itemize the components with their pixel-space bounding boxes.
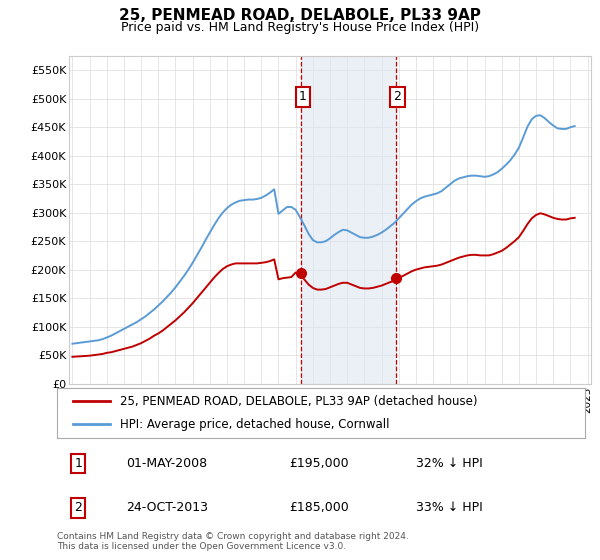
- Text: 2: 2: [74, 501, 82, 515]
- Text: HPI: Average price, detached house, Cornwall: HPI: Average price, detached house, Corn…: [121, 418, 390, 431]
- Text: 24-OCT-2013: 24-OCT-2013: [125, 501, 208, 515]
- Text: 25, PENMEAD ROAD, DELABOLE, PL33 9AP: 25, PENMEAD ROAD, DELABOLE, PL33 9AP: [119, 8, 481, 24]
- Text: 32% ↓ HPI: 32% ↓ HPI: [416, 457, 483, 470]
- Text: Contains HM Land Registry data © Crown copyright and database right 2024.
This d: Contains HM Land Registry data © Crown c…: [57, 532, 409, 552]
- Text: 01-MAY-2008: 01-MAY-2008: [125, 457, 207, 470]
- Text: £185,000: £185,000: [289, 501, 349, 515]
- Text: 2: 2: [394, 91, 401, 104]
- Text: Price paid vs. HM Land Registry's House Price Index (HPI): Price paid vs. HM Land Registry's House …: [121, 21, 479, 34]
- Text: 1: 1: [74, 457, 82, 470]
- Bar: [301, 56, 396, 384]
- Text: 25, PENMEAD ROAD, DELABOLE, PL33 9AP (detached house): 25, PENMEAD ROAD, DELABOLE, PL33 9AP (de…: [121, 395, 478, 408]
- Text: 1: 1: [299, 91, 307, 104]
- Text: 33% ↓ HPI: 33% ↓ HPI: [416, 501, 483, 515]
- Text: £195,000: £195,000: [289, 457, 349, 470]
